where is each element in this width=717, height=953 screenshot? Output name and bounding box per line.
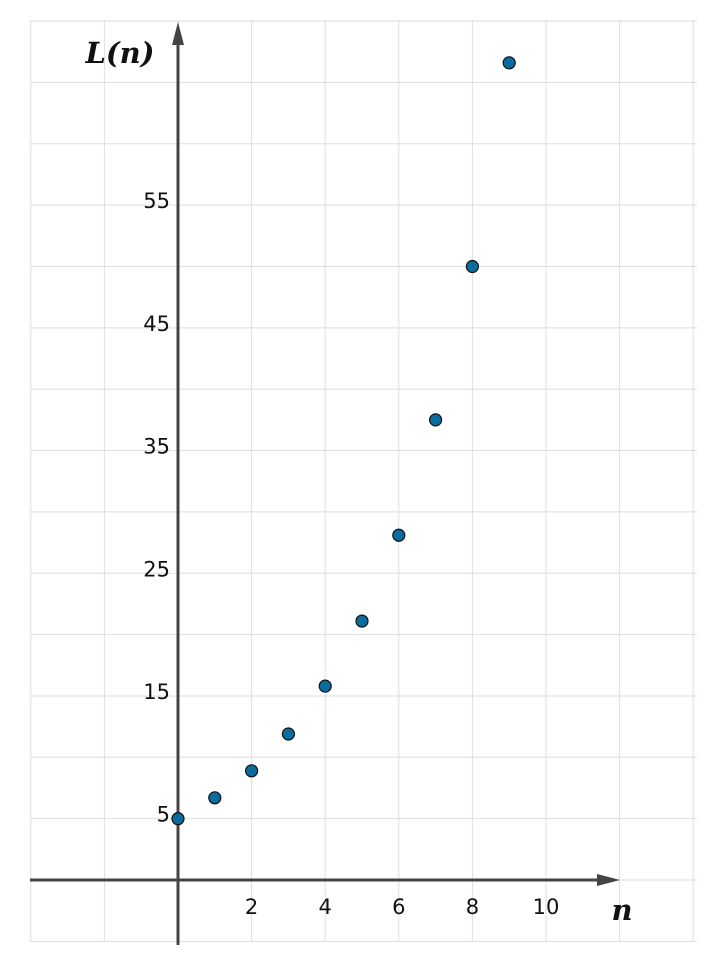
data-point	[465, 259, 479, 274]
x-tick-label: 6	[392, 895, 405, 919]
data-point	[502, 56, 516, 70]
data-point	[355, 614, 369, 628]
data-point	[245, 764, 259, 778]
data-point	[392, 528, 406, 542]
data-points	[171, 56, 516, 826]
x-tick-label: 8	[466, 895, 479, 919]
grid	[30, 20, 697, 942]
y-tick-label: 35	[143, 435, 170, 459]
x-tick-label: 4	[319, 895, 332, 919]
y-axis-arrow-icon	[172, 22, 184, 45]
data-point	[429, 413, 443, 427]
y-tick-label: 55	[143, 189, 170, 213]
data-point	[281, 727, 295, 741]
y-tick-label: 15	[143, 680, 170, 704]
y-tick-label: 25	[143, 557, 170, 581]
axes	[30, 42, 600, 945]
x-tick-label: 10	[533, 895, 560, 919]
x-tick-labels: 2 4 6 8 10	[245, 895, 559, 919]
data-point	[208, 791, 222, 805]
data-point	[171, 812, 185, 826]
y-tick-label: 45	[143, 312, 170, 336]
y-tick-labels: 5 15 25 35 45 55	[143, 189, 170, 827]
x-axis-arrow-icon	[597, 874, 620, 886]
y-axis-title: L(n)	[85, 36, 155, 70]
data-point	[318, 679, 332, 693]
x-axis-title: n	[611, 893, 632, 927]
y-tick-label: 5	[157, 803, 170, 827]
x-tick-label: 2	[245, 895, 258, 919]
